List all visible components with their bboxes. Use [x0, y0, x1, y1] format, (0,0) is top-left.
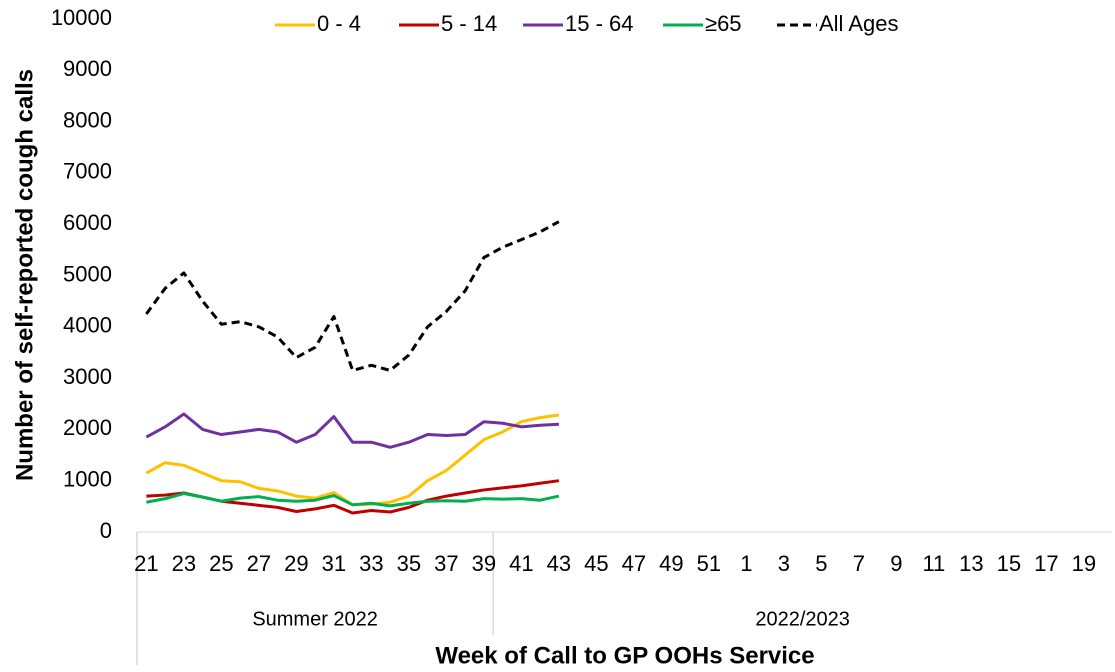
x-tick-label: 41 [509, 551, 533, 576]
x-tick-label: 17 [1034, 551, 1058, 576]
x-tick-label: 9 [890, 551, 902, 576]
x-group-label: 2022/2023 [755, 608, 850, 630]
x-tick-label: 15 [997, 551, 1021, 576]
y-tick-label: 2000 [63, 415, 112, 440]
x-tick-label: 13 [959, 551, 983, 576]
x-axis-title: Week of Call to GP OOHs Service [435, 642, 814, 669]
y-tick-label: 10000 [51, 5, 112, 30]
y-tick-label: 7000 [63, 159, 112, 184]
series-line [146, 492, 560, 508]
x-tick-label: 49 [659, 551, 683, 576]
x-tick-label: 43 [547, 551, 571, 576]
legend-label: 0 - 4 [317, 11, 361, 36]
x-tick-label: 33 [359, 551, 383, 576]
x-tick-label: 21 [134, 551, 158, 576]
x-tick-label: 37 [434, 551, 458, 576]
x-tick-label: 47 [622, 551, 646, 576]
x-tick-label: 23 [172, 551, 196, 576]
x-tick-label: 35 [397, 551, 421, 576]
y-tick-label: 6000 [63, 210, 112, 235]
y-tick-label: 4000 [63, 313, 112, 338]
x-tick-label: 39 [472, 551, 496, 576]
x-tick-label: 51 [697, 551, 721, 576]
y-tick-label: 8000 [63, 107, 112, 132]
x-tick-label: 27 [247, 551, 271, 576]
x-tick-label: 25 [209, 551, 233, 576]
x-tick-label: 5 [815, 551, 827, 576]
legend-label: 15 - 64 [565, 11, 634, 36]
x-tick-label: 29 [284, 551, 308, 576]
x-tick-label: 19 [1072, 551, 1096, 576]
y-tick-label: 1000 [63, 467, 112, 492]
y-tick-label: 0 [100, 518, 112, 543]
x-tick-label: 1 [740, 551, 752, 576]
x-tick-label: 7 [853, 551, 865, 576]
series-line [145, 413, 560, 507]
legend-label: 5 - 14 [441, 11, 497, 36]
y-tick-label: 9000 [63, 56, 112, 81]
legend-label: All Ages [819, 11, 899, 36]
x-tick-label: 11 [922, 551, 945, 576]
y-tick-label: 3000 [63, 364, 112, 389]
series-line [145, 220, 560, 372]
x-group-label: Summer 2022 [252, 608, 378, 630]
x-tick-label: 45 [584, 551, 608, 576]
x-tick-label: 3 [778, 551, 790, 576]
y-axis-title: Number of self-reported cough calls [11, 69, 38, 481]
series-line [145, 412, 559, 449]
legend-label: ≥65 [705, 11, 742, 36]
x-tick-label: 31 [322, 551, 346, 576]
y-tick-label: 5000 [63, 261, 112, 286]
